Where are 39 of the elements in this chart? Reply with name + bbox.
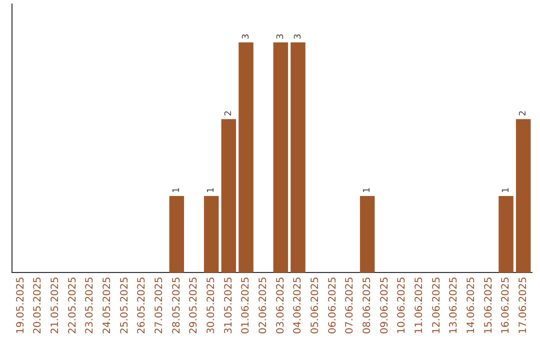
x-tick-label: 01.06.2025 <box>240 276 252 334</box>
data-label: 3 <box>241 34 252 40</box>
data-label: 1 <box>172 187 182 193</box>
x-tick-label: 07.06.2025 <box>344 276 356 334</box>
x-tick-label: 15.06.2025 <box>483 276 494 334</box>
x-tick-label: 30.05.2025 <box>206 276 217 334</box>
x-tick-label: 22.05.2025 <box>67 276 78 334</box>
data-label: 1 <box>501 187 512 193</box>
x-tick-label: 11.06.2025 <box>414 276 425 334</box>
x-tick-label: 10.06.2025 <box>396 276 408 334</box>
x-tick-label: 26.05.2025 <box>136 276 148 334</box>
x-tick-label: 12.06.2025 <box>431 276 442 334</box>
x-tick-label: 02.06.2025 <box>258 276 269 334</box>
x-tick-label: 23.05.2025 <box>84 276 96 334</box>
x-tick-label: 20.05.2025 <box>32 276 44 334</box>
x-tick-label: 17.06.2025 <box>518 276 529 334</box>
x-tick-label: 27.05.2025 <box>154 276 165 334</box>
x-tick-label: 19.05.2025 <box>15 276 26 334</box>
data-label: 2 <box>518 110 529 116</box>
x-tick-label: 03.06.2025 <box>275 276 286 334</box>
x-tick-label: 16.06.2025 <box>500 276 512 334</box>
x-tick-label: 31.05.2025 <box>223 276 234 334</box>
data-label: 3 <box>276 34 286 40</box>
x-tick-label: 28.05.2025 <box>171 276 182 334</box>
data-label: 1 <box>206 187 217 193</box>
x-tick-label: 14.06.2025 <box>466 276 477 334</box>
x-tick-label: 09.06.2025 <box>379 276 390 334</box>
x-tick-label: 08.06.2025 <box>362 276 373 334</box>
data-label: 1 <box>362 187 373 193</box>
x-tick-label: 21.05.2025 <box>50 276 61 334</box>
x-tick-label: 24.05.2025 <box>102 276 113 334</box>
x-tick-label: 25.05.2025 <box>119 276 130 334</box>
x-tick-label: 05.06.2025 <box>310 276 321 334</box>
x-tick-label: 04.06.2025 <box>292 276 304 334</box>
x-tick-label: 06.06.2025 <box>327 276 338 334</box>
x-tick-label: 29.05.2025 <box>188 276 200 334</box>
x-tick-label: 13.06.2025 <box>448 276 460 334</box>
data-label: 3 <box>293 34 304 40</box>
data-label: 2 <box>224 110 234 116</box>
